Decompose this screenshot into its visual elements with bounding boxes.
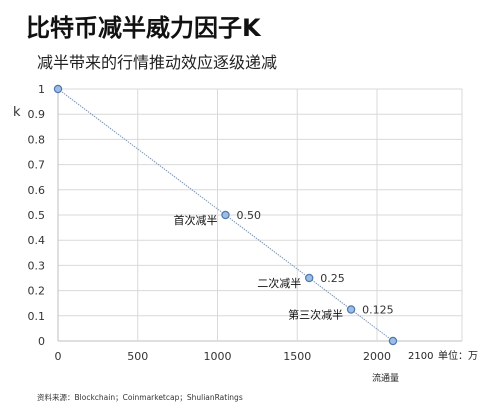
x-end-caption: 流通量: [372, 372, 399, 384]
x-tick-label: 1000: [204, 350, 232, 363]
y-tick-label: 0.9: [28, 108, 46, 121]
x-tick-label: 0: [55, 350, 62, 363]
y-tick-label: 0.7: [28, 159, 46, 172]
data-point: [53, 84, 63, 94]
data-label: 0.25: [320, 272, 345, 285]
y-tick-label: 0.5: [28, 209, 46, 222]
source-note: 资料来源：Blockchain；Coinmarketcap；ShulianRat…: [37, 393, 243, 402]
x-tick-label: 2000: [363, 350, 391, 363]
annotation-label: 首次减半: [173, 213, 217, 227]
data-point: [346, 305, 356, 314]
data-label: 0.50: [236, 209, 261, 222]
y-tick-label: 0.6: [28, 184, 46, 197]
x-end-label: 2100: [408, 351, 433, 362]
data-label: 0.125: [362, 304, 394, 317]
data-point: [388, 336, 398, 346]
y-axis-label: k: [13, 105, 21, 120]
data-point: [305, 273, 314, 283]
y-tick-label: 1: [38, 83, 45, 96]
y-tick-label: 0.4: [28, 234, 46, 247]
y-tick-label: 0.8: [28, 133, 46, 146]
y-tick-label: 0.3: [28, 259, 46, 272]
y-tick-label: 0.1: [28, 310, 46, 323]
x-unit-label: 单位：万: [438, 349, 478, 362]
y-tick-label: 0: [38, 335, 45, 348]
annotation-label: 第三次减半: [288, 308, 343, 322]
chart-title: 比特币减半威力因子K: [26, 14, 261, 42]
x-tick-label: 500: [127, 350, 148, 363]
y-tick-label: 0.2: [28, 285, 46, 298]
chart-subtitle: 减半带来的行情推动效应逐级递减: [37, 53, 278, 72]
data-point: [221, 210, 230, 220]
x-tick-label: 1500: [283, 350, 311, 363]
annotation-label: 二次减半: [257, 276, 301, 290]
